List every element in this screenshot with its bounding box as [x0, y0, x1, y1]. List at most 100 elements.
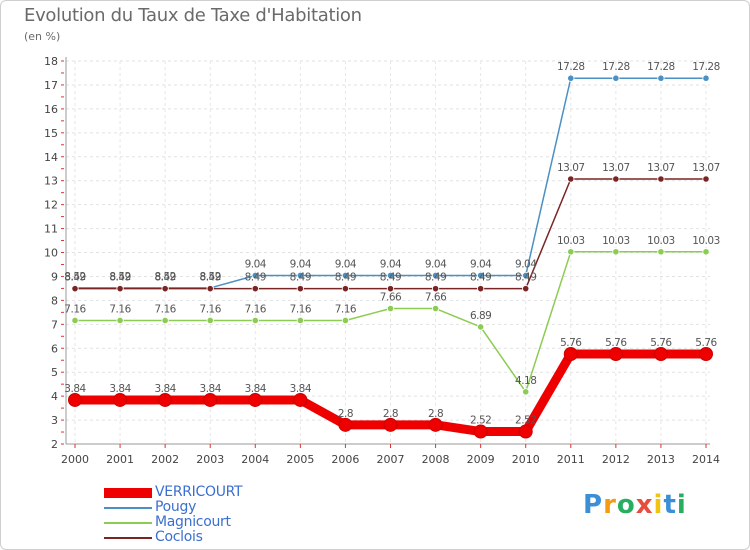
data-point[interactable]	[296, 285, 304, 293]
x-tick-label: 2008	[422, 453, 450, 466]
data-point[interactable]	[612, 248, 620, 256]
legend-swatch	[104, 521, 152, 524]
logo-letter: P	[583, 490, 604, 520]
data-point[interactable]	[251, 285, 259, 293]
data-label: 13.07	[602, 162, 630, 174]
y-tick-label: 11	[44, 223, 58, 236]
data-point[interactable]	[296, 271, 304, 280]
data-point[interactable]	[431, 304, 440, 313]
data-point[interactable]	[702, 74, 710, 82]
data-label: 13.07	[692, 162, 720, 174]
data-label: 8.49	[109, 272, 130, 284]
x-tick-label: 2009	[467, 453, 495, 466]
data-point[interactable]	[431, 285, 440, 293]
data-point[interactable]	[608, 346, 623, 361]
data-label: 8.49	[380, 272, 401, 284]
data-point[interactable]	[206, 285, 214, 293]
data-point[interactable]	[699, 346, 713, 361]
data-label: 9.04	[335, 258, 357, 270]
data-point[interactable]	[477, 285, 485, 293]
data-label: 3.84	[109, 383, 131, 395]
data-point[interactable]	[428, 417, 443, 432]
data-label: 7.16	[64, 303, 86, 315]
legend-item-magnicourt[interactable]: Magnicourt	[104, 515, 242, 530]
data-point[interactable]	[567, 248, 575, 256]
data-point[interactable]	[206, 316, 214, 325]
data-point[interactable]	[293, 392, 308, 407]
data-point[interactable]	[522, 388, 530, 396]
data-point[interactable]	[71, 285, 79, 293]
x-tick-label: 2003	[196, 453, 224, 466]
data-point[interactable]	[158, 392, 173, 407]
legend-item-coclois[interactable]: Coclois	[104, 530, 242, 545]
data-point[interactable]	[522, 271, 530, 280]
data-point[interactable]	[383, 417, 398, 432]
data-point[interactable]	[161, 316, 169, 325]
legend-item-pougy[interactable]: Pougy	[104, 500, 242, 515]
x-tick-label: 2004	[241, 453, 269, 466]
data-label: 10.03	[647, 235, 675, 247]
data-label: 3.84	[64, 383, 86, 395]
data-point[interactable]	[567, 175, 575, 183]
data-point[interactable]	[473, 424, 488, 439]
data-point[interactable]	[296, 316, 304, 325]
data-point[interactable]	[612, 175, 620, 183]
data-label: 2.52	[470, 415, 491, 427]
data-point[interactable]	[386, 271, 395, 280]
y-tick-label: 12	[44, 199, 58, 212]
data-label: 6.89	[470, 310, 491, 322]
data-point[interactable]	[116, 285, 124, 293]
data-point[interactable]	[563, 346, 578, 361]
data-label: 9.04	[290, 258, 312, 270]
data-point[interactable]	[657, 248, 665, 256]
x-tick-label: 2000	[61, 453, 89, 466]
data-point[interactable]	[341, 285, 350, 293]
data-point[interactable]	[702, 175, 710, 183]
legend-label: Magnicourt	[155, 514, 231, 530]
data-point[interactable]	[71, 316, 79, 325]
data-label: 2.8	[383, 408, 398, 420]
data-point[interactable]	[477, 271, 485, 280]
data-point[interactable]	[477, 323, 485, 331]
data-label: 8.52	[200, 271, 221, 283]
legend-label: Coclois	[155, 529, 203, 545]
legend-item-verricourt[interactable]: VERRICOURT	[104, 484, 243, 500]
legend-label: VERRICOURT	[155, 484, 243, 500]
data-point[interactable]	[251, 316, 259, 325]
data-point[interactable]	[657, 74, 665, 82]
y-tick-label: 15	[44, 127, 58, 140]
data-point[interactable]	[161, 285, 169, 293]
data-point[interactable]	[702, 248, 710, 256]
data-point[interactable]	[612, 74, 620, 82]
data-point[interactable]	[338, 417, 353, 432]
data-label: 8.49	[245, 272, 266, 284]
data-point[interactable]	[68, 392, 82, 407]
logo-letter: r	[603, 490, 617, 520]
data-point[interactable]	[341, 316, 350, 325]
data-label: 9.04	[245, 258, 267, 270]
data-point[interactable]	[248, 392, 263, 407]
data-point[interactable]	[203, 392, 218, 407]
data-point[interactable]	[113, 392, 128, 407]
x-tick-label: 2010	[512, 453, 540, 466]
data-point[interactable]	[567, 74, 575, 82]
data-point[interactable]	[116, 316, 124, 325]
data-point[interactable]	[251, 271, 259, 280]
logo-letter: i	[676, 490, 687, 520]
data-point[interactable]	[386, 285, 395, 293]
chart-title: Evolution du Taux de Taxe d'Habitation	[24, 5, 362, 26]
data-point[interactable]	[341, 271, 350, 280]
data-point[interactable]	[653, 346, 668, 361]
data-point[interactable]	[657, 175, 665, 183]
data-label: 13.07	[557, 162, 585, 174]
data-label: 4.18	[515, 375, 536, 387]
data-label: 8.49	[64, 272, 85, 284]
data-label: 8.49	[515, 272, 536, 284]
data-label: 7.16	[335, 303, 357, 315]
data-label: 8.49	[200, 272, 221, 284]
data-point[interactable]	[518, 424, 533, 439]
data-point[interactable]	[386, 304, 395, 313]
data-point[interactable]	[522, 285, 530, 293]
data-point[interactable]	[431, 271, 440, 280]
x-tick-label: 2011	[557, 453, 585, 466]
